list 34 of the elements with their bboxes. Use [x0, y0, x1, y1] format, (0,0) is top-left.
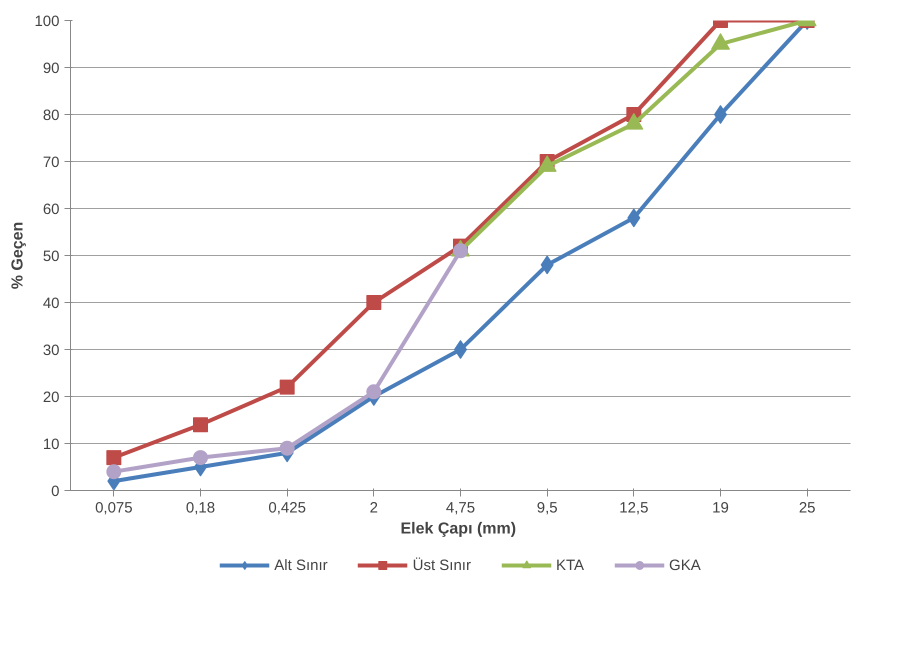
- legend-label: GKA: [669, 556, 701, 574]
- y-tick-label: 50: [42, 248, 60, 265]
- point: [193, 417, 208, 432]
- y-tick-label: 0: [51, 483, 60, 500]
- y-tick-label: 70: [42, 154, 60, 171]
- x-tick-label: 12,5: [619, 500, 648, 516]
- x-tick-label: 4,75: [446, 500, 476, 516]
- point: [366, 384, 382, 400]
- y-tick-label: 60: [42, 201, 60, 218]
- x-tick-label: 25: [798, 500, 816, 516]
- y-tick-label: 100: [34, 13, 60, 30]
- point: [280, 440, 295, 456]
- y-axis-title: % Geçen: [9, 222, 26, 290]
- x-tick-label: 2: [370, 500, 378, 516]
- x-tick-label: 9,5: [536, 500, 558, 516]
- y-tick-label: 90: [42, 60, 60, 77]
- point: [366, 295, 382, 310]
- y-tick-label: 20: [42, 389, 60, 406]
- legend-label: Alt Sınır: [274, 556, 328, 574]
- point: [106, 464, 122, 480]
- y-tick-label: 10: [42, 436, 60, 453]
- legend-label: Üst Sınır: [412, 556, 471, 574]
- x-tick-label: 19: [712, 500, 729, 516]
- x-axis-title: Elek Çapı (mm): [400, 520, 516, 538]
- x-tick-label: 0,18: [186, 500, 216, 516]
- y-tick-label: 30: [42, 342, 60, 359]
- y-tick-label: 40: [42, 295, 60, 312]
- point: [280, 380, 295, 395]
- legend-label: KTA: [556, 556, 584, 574]
- point: [193, 450, 208, 466]
- x-tick-label: 0,075: [95, 500, 133, 516]
- x-tick-label: 0,425: [268, 500, 306, 516]
- y-tick-label: 80: [42, 107, 60, 124]
- point: [106, 450, 122, 466]
